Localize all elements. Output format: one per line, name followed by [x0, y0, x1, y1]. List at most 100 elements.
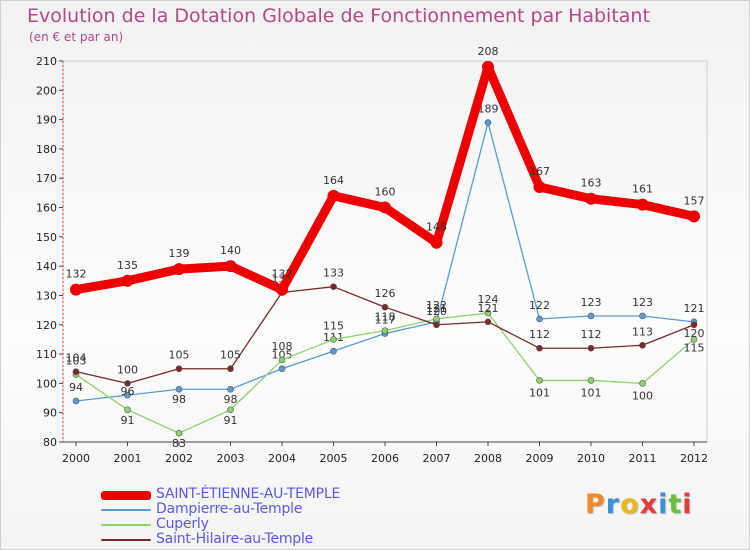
data-label: 115 [684, 341, 705, 354]
data-point [224, 260, 237, 273]
y-tick-label: 120 [36, 319, 57, 332]
data-point [330, 347, 337, 355]
y-tick-label: 200 [36, 84, 57, 97]
data-label: 91 [224, 414, 238, 427]
data-label: 121 [426, 302, 447, 315]
data-label: 100 [632, 389, 653, 402]
data-point [430, 236, 443, 249]
data-label: 167 [529, 165, 550, 178]
legend-swatch [101, 539, 151, 541]
data-label: 139 [169, 247, 190, 260]
legend-swatch [101, 524, 151, 526]
data-label: 100 [117, 363, 138, 376]
legend-swatch [101, 509, 151, 511]
data-label: 96 [121, 385, 135, 398]
data-point [688, 210, 700, 223]
data-label: 160 [375, 186, 396, 199]
data-label: 103 [66, 355, 87, 368]
y-tick-label: 180 [36, 143, 57, 156]
data-label: 121 [684, 302, 705, 315]
data-point [690, 321, 698, 329]
data-label: 164 [323, 174, 344, 187]
x-tick-label: 2001 [114, 452, 142, 465]
plot-area [62, 60, 708, 443]
data-point [484, 119, 492, 126]
data-point [227, 385, 234, 393]
data-label: 108 [272, 340, 293, 353]
x-tick-label: 2006 [371, 452, 399, 465]
legend-label: Dampierre-au-Temple [156, 501, 303, 517]
data-point [536, 377, 543, 384]
y-tick-label: 170 [36, 172, 57, 185]
data-label: 126 [375, 287, 396, 300]
data-label: 148 [426, 221, 447, 234]
data-point [433, 321, 440, 329]
y-tick-label: 190 [36, 114, 57, 127]
x-tick-label: 2003 [217, 452, 245, 465]
data-point [587, 312, 595, 320]
legend-label: Cuperly [156, 516, 209, 532]
data-label: 120 [684, 327, 705, 340]
proxiti-logo: Proxiti [585, 489, 693, 520]
data-label: 163 [581, 177, 602, 190]
data-point [484, 318, 492, 326]
data-point [639, 312, 646, 320]
data-label: 161 [632, 183, 653, 196]
data-label: 83 [172, 437, 186, 450]
y-tick-label: 140 [36, 260, 57, 273]
data-point [587, 377, 595, 384]
x-tick-label: 2005 [320, 452, 348, 465]
data-point [175, 365, 183, 373]
data-label: 94 [69, 381, 83, 394]
data-point [227, 365, 234, 373]
data-label: 101 [529, 386, 550, 399]
data-label: 91 [121, 414, 135, 427]
data-point [639, 380, 646, 387]
y-tick-label: 90 [43, 407, 57, 420]
data-label: 98 [224, 393, 238, 406]
data-point [636, 198, 649, 211]
data-label: 113 [632, 325, 653, 338]
x-tick-label: 2000 [62, 452, 90, 465]
legend-label: Saint-Hilaire-au-Temple [156, 531, 314, 547]
data-label: 157 [684, 194, 705, 207]
data-point [639, 341, 646, 349]
data-label: 105 [220, 349, 241, 362]
data-point [276, 283, 288, 296]
data-point [690, 336, 698, 343]
data-label: 104 [66, 352, 87, 365]
data-point [327, 189, 340, 202]
data-label: 98 [172, 393, 186, 406]
y-tick-label: 150 [36, 231, 57, 244]
data-point [379, 201, 391, 214]
x-tick-label: 2008 [474, 452, 502, 465]
data-label: 121 [478, 302, 499, 315]
data-label: 112 [529, 328, 550, 341]
data-label: 120 [426, 305, 447, 318]
data-point [381, 327, 389, 334]
data-label: 122 [529, 299, 550, 312]
chart-subtitle: (en € et par an) [29, 30, 124, 44]
x-tick-label: 2010 [577, 452, 605, 465]
y-tick-label: 110 [36, 348, 57, 361]
x-tick-label: 2009 [526, 452, 554, 465]
data-label: 117 [375, 314, 396, 327]
y-tick-label: 130 [36, 289, 57, 302]
data-label: 123 [632, 296, 653, 309]
data-point [484, 309, 492, 317]
data-label: 132 [66, 268, 87, 281]
data-label: 135 [117, 259, 138, 272]
line-chart: 8090100110120130140150160170180190200210… [36, 45, 708, 465]
data-label: 132 [272, 268, 293, 281]
data-label: 118 [375, 311, 396, 324]
data-point [173, 263, 185, 276]
data-label: 123 [581, 296, 602, 309]
y-tick-label: 210 [36, 55, 57, 68]
y-tick-label: 100 [36, 377, 57, 390]
data-point [124, 391, 131, 399]
data-point [278, 365, 286, 373]
data-label: 105 [169, 349, 190, 362]
data-label: 189 [478, 103, 499, 116]
data-label: 140 [220, 244, 241, 257]
